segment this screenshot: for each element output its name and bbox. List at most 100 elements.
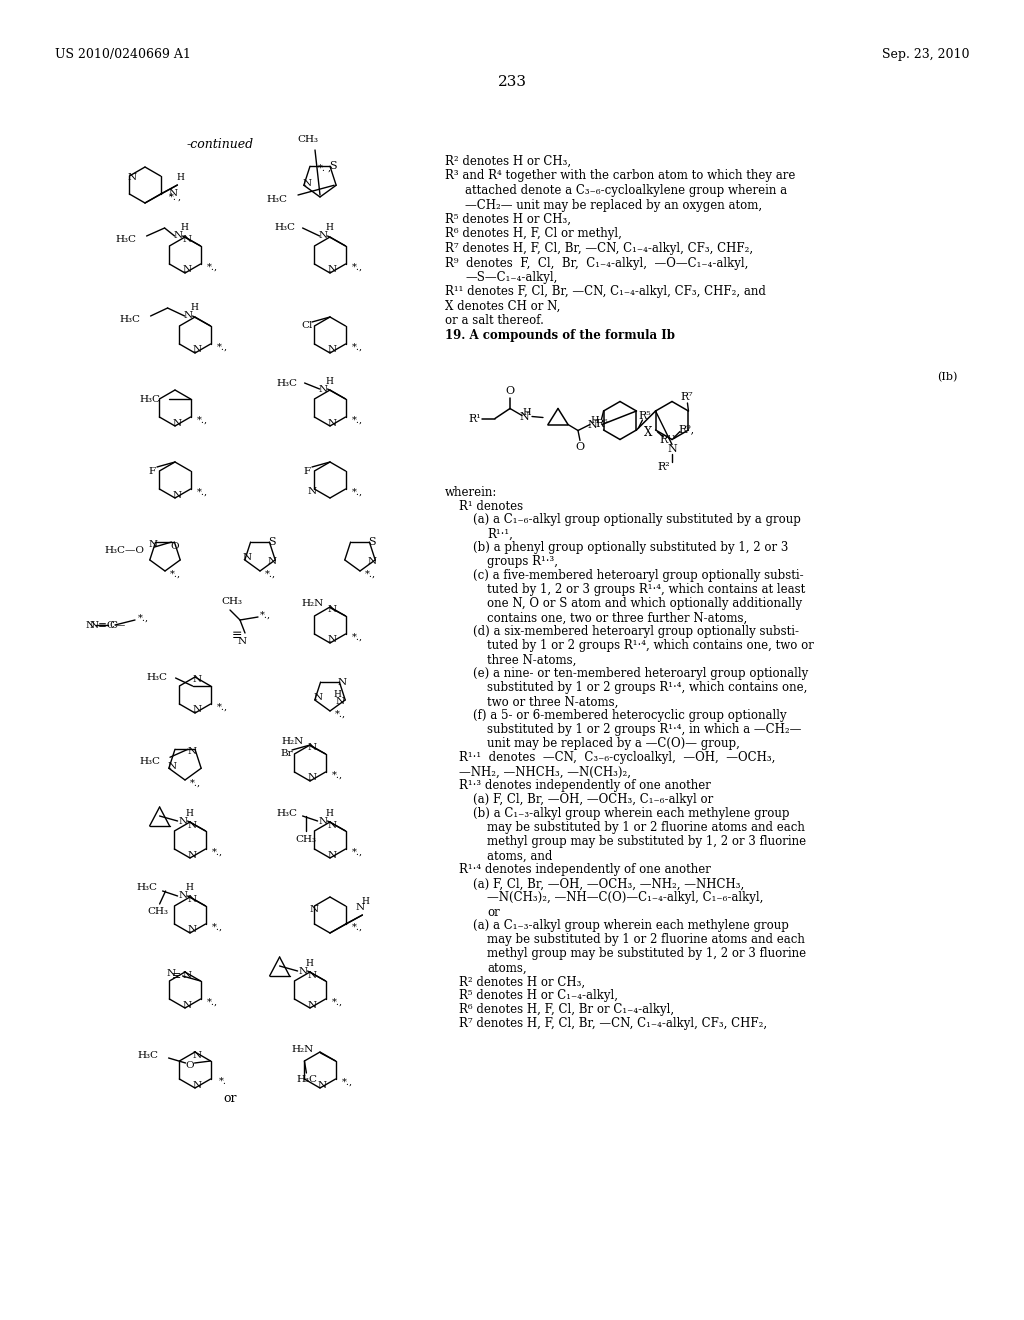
Text: H: H (305, 958, 313, 968)
Text: *.,: *., (332, 998, 343, 1006)
Text: CH₃: CH₃ (298, 136, 318, 144)
Text: CH₃: CH₃ (147, 907, 168, 916)
Text: N: N (308, 487, 317, 496)
Text: N: N (169, 190, 178, 198)
Text: H₃C: H₃C (297, 1076, 317, 1085)
Text: —N(CH₃)₂, —NH—C(O)—C₁₋₄-alkyl, C₁₋₆-alkyl,: —N(CH₃)₂, —NH—C(O)—C₁₋₄-alkyl, C₁₋₆-alky… (487, 891, 763, 904)
Text: R⁷ denotes H, F, Cl, Br, —CN, C₁₋₄-alkyl, CF₃, CHF₂,: R⁷ denotes H, F, Cl, Br, —CN, C₁₋₄-alkyl… (445, 242, 753, 255)
Text: (a) a C₁₋₆-alkyl group optionally substituted by a group: (a) a C₁₋₆-alkyl group optionally substi… (473, 513, 801, 527)
Text: *.,: *., (259, 610, 270, 619)
Text: ,: , (328, 164, 331, 173)
Text: wherein:: wherein: (445, 486, 498, 499)
Text: (b) a C₁₋₃-alkyl group wherein each methylene group: (b) a C₁₋₃-alkyl group wherein each meth… (473, 808, 790, 821)
Text: N: N (267, 557, 276, 566)
Text: CH₃: CH₃ (221, 598, 243, 606)
Text: N: N (368, 557, 377, 566)
Text: or a salt thereof.: or a salt thereof. (445, 314, 544, 327)
Text: N: N (328, 418, 337, 428)
Text: H: H (180, 223, 188, 232)
Text: H₃C: H₃C (276, 379, 298, 388)
Text: *.,: *., (352, 847, 364, 857)
Text: -continued: -continued (186, 139, 254, 150)
Text: N: N (187, 747, 197, 756)
Text: H: H (333, 690, 341, 700)
Text: *.,: *., (335, 710, 345, 718)
Text: N: N (298, 966, 307, 975)
Text: H₃C: H₃C (139, 395, 161, 404)
Text: (e) a nine- or ten-membered heteroaryl group optionally: (e) a nine- or ten-membered heteroaryl g… (473, 668, 808, 681)
Text: *.,: *., (352, 342, 364, 351)
Text: N: N (587, 421, 597, 430)
Text: *.,: *., (352, 263, 364, 272)
Text: H: H (176, 173, 184, 181)
Text: Sep. 23, 2010: Sep. 23, 2010 (882, 48, 969, 61)
Text: O: O (185, 1060, 194, 1069)
Text: N: N (307, 774, 316, 783)
Text: N: N (167, 762, 176, 771)
Text: (a) F, Cl, Br, —OH, —OCH₃, C₁₋₆-alkyl or: (a) F, Cl, Br, —OH, —OCH₃, C₁₋₆-alkyl or (473, 793, 714, 807)
Text: S: S (369, 537, 376, 546)
Text: X denotes CH or N,: X denotes CH or N, (445, 300, 560, 313)
Text: CH₃: CH₃ (295, 834, 316, 843)
Text: N: N (310, 904, 318, 913)
Text: substituted by 1 or 2 groups R¹·⁴, which contains one,: substituted by 1 or 2 groups R¹·⁴, which… (487, 681, 807, 694)
Text: *.,: *., (352, 416, 364, 425)
Text: H₃C: H₃C (116, 235, 136, 244)
Text: N: N (193, 676, 202, 685)
Text: —CH₂— unit may be replaced by an oxygen atom,: —CH₂— unit may be replaced by an oxygen … (465, 198, 762, 211)
Text: groups R¹·³,: groups R¹·³, (487, 556, 558, 569)
Text: N: N (338, 677, 347, 686)
Text: F: F (148, 466, 156, 475)
Text: may be substituted by 1 or 2 fluorine atoms and each: may be substituted by 1 or 2 fluorine at… (487, 821, 805, 834)
Text: one N, O or S atom and which optionally additionally: one N, O or S atom and which optionally … (487, 598, 802, 610)
Text: *.,: *., (217, 342, 228, 351)
Text: N: N (328, 265, 337, 275)
Text: H₂N: H₂N (301, 599, 324, 609)
Text: Br: Br (281, 750, 293, 759)
Text: H₃C: H₃C (266, 195, 287, 205)
Text: S: S (329, 161, 337, 172)
Text: R¹ denotes: R¹ denotes (459, 499, 523, 512)
Text: S: S (268, 537, 276, 546)
Text: *.,: *., (189, 779, 201, 788)
Text: *.,: *., (332, 771, 343, 780)
Text: *.,: *., (352, 487, 364, 496)
Text: may be substituted by 1 or 2 fluorine atoms and each: may be substituted by 1 or 2 fluorine at… (487, 933, 805, 946)
Text: N: N (182, 265, 191, 275)
Text: *.: *. (318, 164, 326, 173)
Text: N: N (317, 1081, 327, 1089)
Text: N: N (148, 540, 157, 549)
Text: R¹¹: R¹¹ (659, 436, 676, 445)
Text: H₃C: H₃C (139, 756, 160, 766)
Text: or: or (223, 1092, 237, 1105)
Text: H: H (185, 883, 194, 892)
Text: N: N (193, 346, 202, 355)
Text: *.,: *., (342, 1077, 353, 1086)
Text: H: H (326, 808, 334, 817)
Text: *.,: *., (217, 702, 228, 711)
Text: N: N (193, 1051, 202, 1060)
Text: *.,: *., (197, 487, 208, 496)
Text: R¹·¹  denotes  —CN,  C₃₋₆-cycloalkyl,  —OH,  —OCH₃,: R¹·¹ denotes —CN, C₃₋₆-cycloalkyl, —OH, … (459, 751, 775, 764)
Text: N: N (318, 817, 327, 825)
Text: X: X (644, 425, 652, 438)
Text: H₃C: H₃C (146, 673, 168, 682)
Text: O: O (575, 442, 585, 453)
Text: H: H (326, 223, 334, 232)
Text: R⁵: R⁵ (638, 411, 651, 421)
Text: (b) a phenyl group optionally substituted by 1, 2 or 3: (b) a phenyl group optionally substitute… (473, 541, 788, 554)
Text: N: N (328, 606, 337, 615)
Text: *.,: *., (352, 632, 364, 642)
Text: contains one, two or three further N-atoms,: contains one, two or three further N-ato… (487, 611, 748, 624)
Text: Cl: Cl (301, 322, 312, 330)
Text: O: O (170, 541, 179, 550)
Text: R⁹,: R⁹, (678, 425, 694, 434)
Text: N: N (238, 636, 247, 645)
Text: —S—C₁₋₄-alkyl,: —S—C₁₋₄-alkyl, (465, 271, 557, 284)
Text: N: N (328, 821, 337, 829)
Text: 19. A compounds of the formula Ib: 19. A compounds of the formula Ib (445, 329, 675, 342)
Text: (a) a C₁₋₃-alkyl group wherein each methylene group: (a) a C₁₋₃-alkyl group wherein each meth… (473, 920, 788, 932)
Text: R¹·⁴ denotes independently of one another: R¹·⁴ denotes independently of one anothe… (459, 863, 711, 876)
Text: *.,: *., (352, 923, 364, 932)
Text: H: H (591, 416, 599, 425)
